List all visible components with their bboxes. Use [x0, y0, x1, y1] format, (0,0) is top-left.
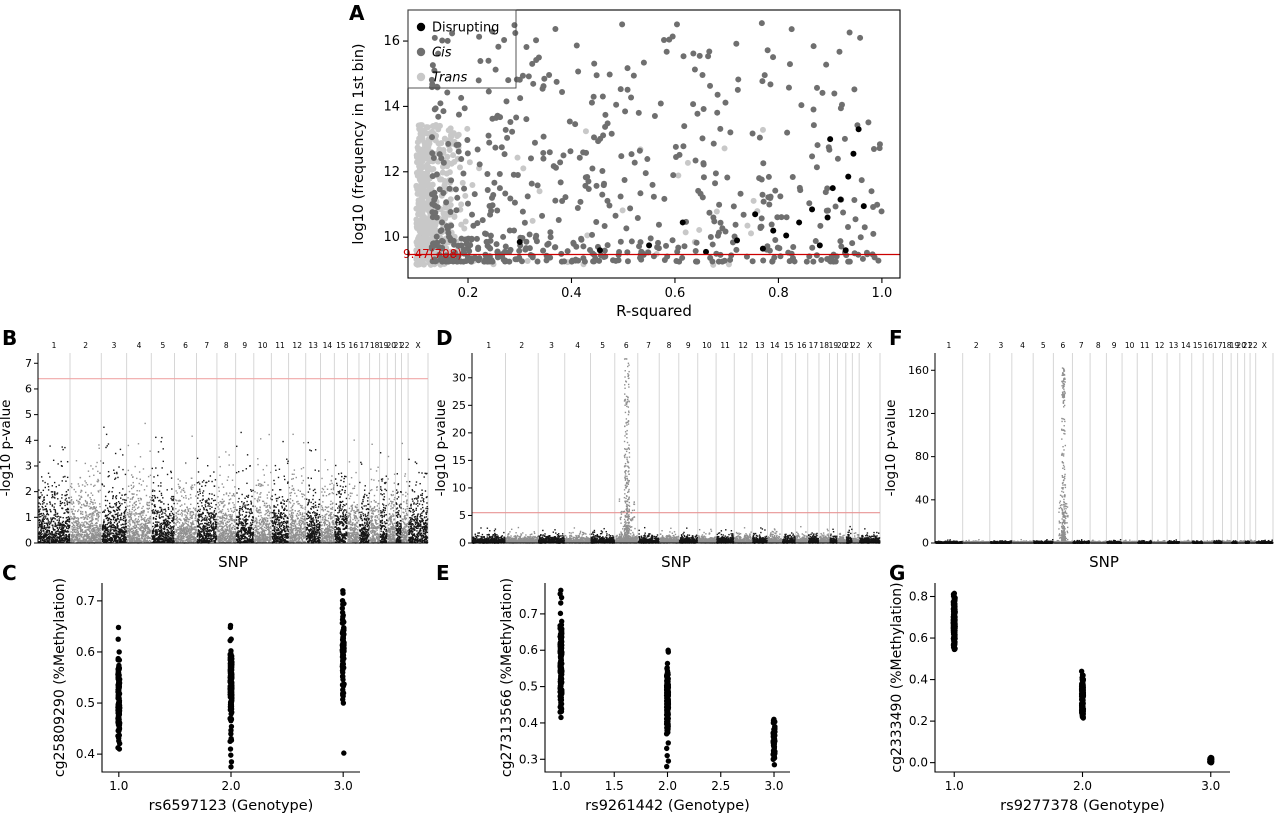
- panel-f-manhattan-plot: [885, 325, 1280, 575]
- panel-c-stripchart-plot: [0, 560, 435, 827]
- panel-a-scatter-plot: [335, 0, 920, 327]
- panel-e-stripchart-plot: [435, 560, 890, 827]
- panel-g-stripchart-plot: [885, 560, 1280, 827]
- panel-b-manhattan-plot: [0, 325, 435, 575]
- panel-d-manhattan-plot: [435, 325, 890, 575]
